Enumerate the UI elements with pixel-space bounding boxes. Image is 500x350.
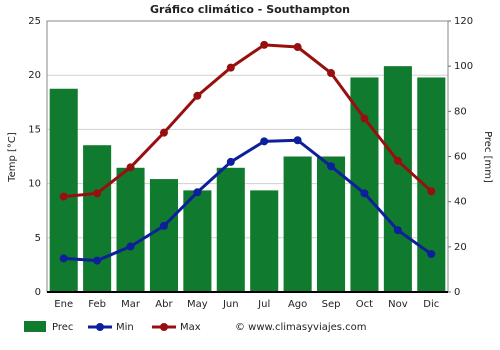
point xyxy=(327,69,336,78)
x-tick-label: Sep xyxy=(322,299,341,310)
point xyxy=(360,114,369,123)
x-tick-label: Abr xyxy=(155,299,173,310)
y-axis-label: Temp [°C] xyxy=(7,132,18,183)
x-tick-label: Feb xyxy=(88,299,106,310)
bar xyxy=(383,66,412,293)
point xyxy=(193,91,202,100)
y2-tick-label: 20 xyxy=(454,242,467,253)
point xyxy=(427,250,436,259)
x-tick-label: Ene xyxy=(54,299,73,310)
point xyxy=(293,136,302,145)
point xyxy=(193,188,202,197)
y2-tick-label: 0 xyxy=(454,287,460,298)
y2-tick-label: 120 xyxy=(454,16,473,27)
credit: © www.climasyviajes.com xyxy=(235,322,367,333)
x-tick-label: Jul xyxy=(257,299,270,310)
point xyxy=(159,128,168,137)
bar xyxy=(417,77,446,292)
y-tick-label: 15 xyxy=(28,124,41,135)
bar xyxy=(83,145,112,292)
y2-axis-label: Prec [mm] xyxy=(482,131,493,183)
y2-tick-label: 60 xyxy=(454,152,467,163)
legend-label: Min xyxy=(116,322,134,333)
x-tick-label: Mar xyxy=(121,299,141,310)
chart-title: Gráfico climático - Southampton xyxy=(150,3,350,16)
point xyxy=(360,189,369,198)
line xyxy=(63,43,433,199)
x-tick-label: Ago xyxy=(288,299,307,310)
point xyxy=(327,162,336,171)
point xyxy=(226,157,235,166)
point xyxy=(159,221,168,230)
y-tick-label: 20 xyxy=(28,70,41,81)
legend-label: Max xyxy=(180,322,201,333)
y-tick-label: 10 xyxy=(28,179,41,190)
bar xyxy=(283,156,312,292)
bar xyxy=(149,179,178,292)
point xyxy=(93,256,102,265)
point xyxy=(126,242,135,251)
y-tick-label: 5 xyxy=(35,233,41,244)
y2-tick-label: 100 xyxy=(454,61,473,72)
point xyxy=(260,40,269,49)
point xyxy=(93,189,102,198)
point xyxy=(293,43,302,52)
bar xyxy=(250,190,279,292)
legend-label: Prec xyxy=(52,322,73,333)
y-tick-label: 25 xyxy=(28,16,41,27)
x-tick-label: Oct xyxy=(356,299,373,310)
point xyxy=(393,156,402,165)
legend-swatch xyxy=(24,321,46,332)
bar xyxy=(216,167,245,292)
point xyxy=(59,192,68,201)
point xyxy=(393,226,402,235)
bar xyxy=(317,156,346,292)
y2-tick-label: 40 xyxy=(454,197,467,208)
line xyxy=(63,138,433,263)
point xyxy=(427,187,436,196)
point xyxy=(126,163,135,172)
bar xyxy=(116,167,145,292)
x-tick-label: Nov xyxy=(388,299,408,310)
bar xyxy=(183,190,212,292)
x-tick-label: May xyxy=(187,299,208,310)
point xyxy=(59,254,68,263)
point xyxy=(226,63,235,72)
y-tick-label: 0 xyxy=(35,287,41,298)
point xyxy=(260,137,269,146)
legend-dot xyxy=(160,323,168,331)
legend-dot xyxy=(96,323,104,331)
y2-tick-label: 80 xyxy=(454,106,467,117)
x-tick-label: Dic xyxy=(423,299,439,310)
x-tick-label: Jun xyxy=(222,299,239,310)
